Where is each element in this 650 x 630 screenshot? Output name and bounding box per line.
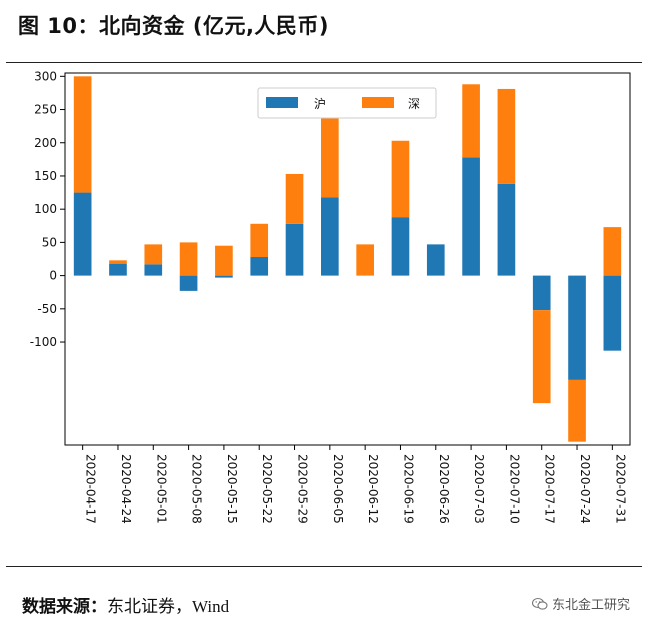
- y-tick-label: 0: [49, 269, 57, 283]
- y-tick-label: 100: [34, 202, 57, 216]
- y-tick-label: -100: [30, 335, 57, 349]
- bar-sh-2020-05-01: [144, 264, 163, 276]
- x-tick-label: 2020-07-10: [507, 454, 521, 524]
- y-tick-label: -50: [37, 302, 57, 316]
- y-tick-label: 50: [42, 235, 57, 249]
- bar-sz-2020-07-03: [462, 84, 480, 158]
- legend-box: [257, 87, 437, 119]
- bar-group: [73, 76, 622, 442]
- legend: 沪 深: [257, 87, 437, 119]
- y-tick-label: 300: [34, 69, 57, 83]
- x-tick-label: 2020-05-22: [260, 454, 274, 524]
- source-note: 数据来源：东北证券，Wind: [22, 592, 229, 617]
- watermark: 东北金工研究: [531, 594, 630, 613]
- y-tick-label: 250: [34, 103, 57, 117]
- bar-sh-2020-06-19: [391, 217, 410, 276]
- bar-sz-2020-04-17: [73, 76, 92, 193]
- x-tick-label: 2020-05-08: [190, 454, 204, 524]
- bar-sh-2020-07-10: [497, 183, 516, 276]
- bar-sz-2020-05-08: [179, 242, 198, 276]
- x-tick-label: 2020-07-03: [472, 454, 486, 524]
- legend-label-sz: 深: [408, 97, 420, 111]
- bar-sh-2020-05-15: [215, 275, 233, 278]
- bar-sz-2020-07-24: [568, 379, 586, 442]
- top-rule: [6, 62, 642, 63]
- legend-swatch-sz: [362, 97, 394, 108]
- bar-sz-2020-05-15: [215, 245, 233, 276]
- source-text: 东北证券，Wind: [107, 597, 230, 616]
- x-tick-label: 2020-04-17: [84, 454, 98, 524]
- figure-title: 图 10：北向资金 (亿元,人民币): [18, 14, 330, 38]
- bar-sh-2020-07-24: [568, 275, 586, 380]
- source-label: 数据来源：: [22, 597, 107, 617]
- x-tick-label: 2020-04-24: [119, 454, 133, 524]
- bar-sz-2020-07-10: [497, 88, 516, 184]
- bar-sz-2020-07-17: [532, 310, 551, 404]
- x-tick-label: 2020-07-24: [578, 454, 592, 524]
- legend-label-sh: 沪: [314, 97, 326, 111]
- x-tick-label: 2020-06-19: [401, 454, 415, 524]
- bar-sh-2020-04-24: [109, 263, 127, 276]
- x-tick-label: 2020-05-01: [154, 454, 168, 524]
- bar-sh-2020-06-05: [321, 197, 339, 276]
- wechat-icon: [531, 597, 548, 610]
- bar-sh-2020-07-17: [532, 275, 551, 311]
- bar-sh-2020-04-17: [73, 192, 92, 276]
- x-tick-label: 2020-06-05: [331, 454, 345, 524]
- bar-sz-2020-05-22: [250, 223, 269, 258]
- plot-frame: [64, 72, 631, 446]
- y-tick-label: 150: [34, 169, 57, 183]
- bar-sz-2020-06-19: [391, 140, 410, 218]
- x-axis: 2020-04-17 2020-04-24 2020-05-01 2020-05-08…: [82, 445, 627, 524]
- x-tick-label: 2020-07-17: [543, 454, 557, 524]
- x-tick-label: 2020-05-29: [296, 454, 310, 524]
- x-tick-label: 2020-05-15: [225, 454, 239, 524]
- bar-sh-2020-05-29: [285, 223, 304, 276]
- bar-sh-2020-06-26: [426, 244, 445, 276]
- bar-sh-2020-07-31: [603, 275, 622, 351]
- bar-sh-2020-05-22: [250, 257, 269, 276]
- bottom-rule: [6, 566, 642, 567]
- x-tick-label: 2020-06-26: [437, 454, 451, 524]
- bar-sh-2020-05-08: [179, 275, 198, 291]
- x-tick-label: 2020-07-31: [613, 454, 627, 524]
- watermark-text: 东北金工研究: [551, 598, 630, 613]
- bar-sz-2020-06-05: [321, 116, 339, 198]
- bar-sz-2020-05-01: [144, 244, 163, 265]
- bar-sz-2020-07-31: [603, 227, 622, 276]
- y-axis: 300 250 200 150 100 50 0 -50 -100: [30, 69, 65, 349]
- bar-sz-2020-04-24: [109, 260, 127, 264]
- bar-sz-2020-06-12: [356, 244, 374, 276]
- bar-sz-2020-05-29: [285, 173, 304, 224]
- bar-sh-2020-07-03: [462, 157, 480, 276]
- legend-swatch-sh: [266, 97, 298, 108]
- y-tick-label: 200: [34, 136, 57, 150]
- x-tick-label: 2020-06-12: [366, 454, 380, 524]
